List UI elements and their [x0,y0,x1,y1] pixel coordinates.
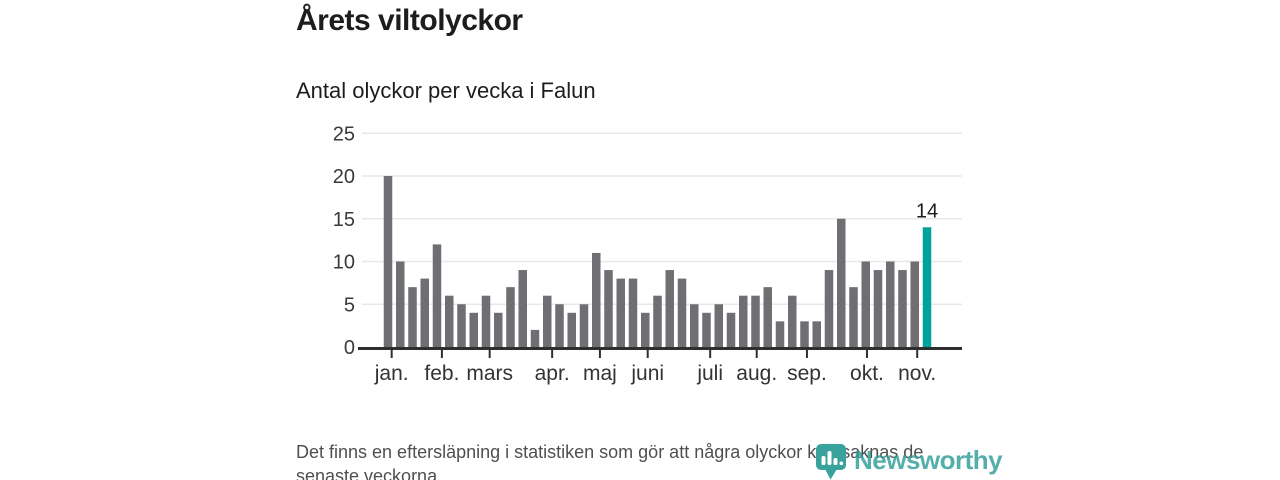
bar [800,321,809,347]
highlight-value-label: 14 [916,200,938,222]
footnote: Det finns en eftersläpning i statistiken… [296,442,924,480]
bar [641,312,650,347]
bar [910,261,919,347]
bar [824,270,834,347]
bar [481,295,491,347]
bar [886,261,895,347]
bar [555,304,564,347]
bar [506,287,515,347]
month-label: juni [630,362,664,385]
bar [861,261,870,347]
bar [849,287,858,347]
bar [420,278,429,347]
bar [408,287,417,347]
y-axis-label: 0 [344,337,355,359]
bar [665,270,674,347]
bar [445,295,454,347]
bar [469,312,478,347]
bar [873,270,883,347]
newsworthy-pin-icon [816,444,846,480]
chart-area: 0 5 10 15 20 25 jan. feb. mars apr. maj juni juli aug… [325,123,980,395]
bar [653,295,662,347]
chart-subtitle: Antal olyckor per vecka i Falun [296,78,596,103]
bar [457,304,466,347]
bar [616,278,625,347]
y-axis-label: 20 [333,166,355,188]
month-label: okt. [850,362,884,385]
month-label: aug. [736,362,777,385]
bar [518,270,527,347]
bar [494,312,503,347]
bar [775,321,785,347]
bar [677,278,687,347]
y-axis-label: 5 [344,294,355,316]
month-label: apr. [535,362,570,385]
month-label: maj [583,362,617,385]
bar [763,287,772,347]
bar-chart: 0 5 10 15 20 25 jan. feb. mars apr. maj juni juli aug… [333,123,962,385]
bar [788,295,797,347]
bar [604,270,613,347]
bar [837,218,846,347]
bar [812,321,821,347]
bar [898,270,907,347]
bar [628,278,638,347]
bar [690,304,699,347]
newsworthy-wordmark: Newsworthy [854,445,1003,475]
month-label: nov. [898,362,936,385]
bar [567,312,576,347]
bar [383,176,393,347]
newsworthy-logo: Newsworthy [815,443,1003,480]
bar [751,295,760,347]
bar [543,295,552,347]
bar [592,252,601,347]
month-label: jan. [374,362,409,385]
y-axis-label: 10 [333,252,355,274]
bar [396,261,405,347]
bar [739,295,748,347]
month-label: mars [466,362,513,385]
bar [714,304,723,347]
bar [702,312,711,347]
month-label: juli [696,362,723,385]
month-label: sep. [787,362,827,385]
y-axis-label: 15 [333,209,355,231]
page-title: Årets viltolyckor [296,4,523,37]
bar [530,329,540,347]
y-axis-label: 25 [333,125,355,145]
bar [432,244,442,347]
highlight-bar [922,227,932,347]
bar [579,304,589,347]
bar [726,312,736,347]
month-label: feb. [424,362,459,385]
